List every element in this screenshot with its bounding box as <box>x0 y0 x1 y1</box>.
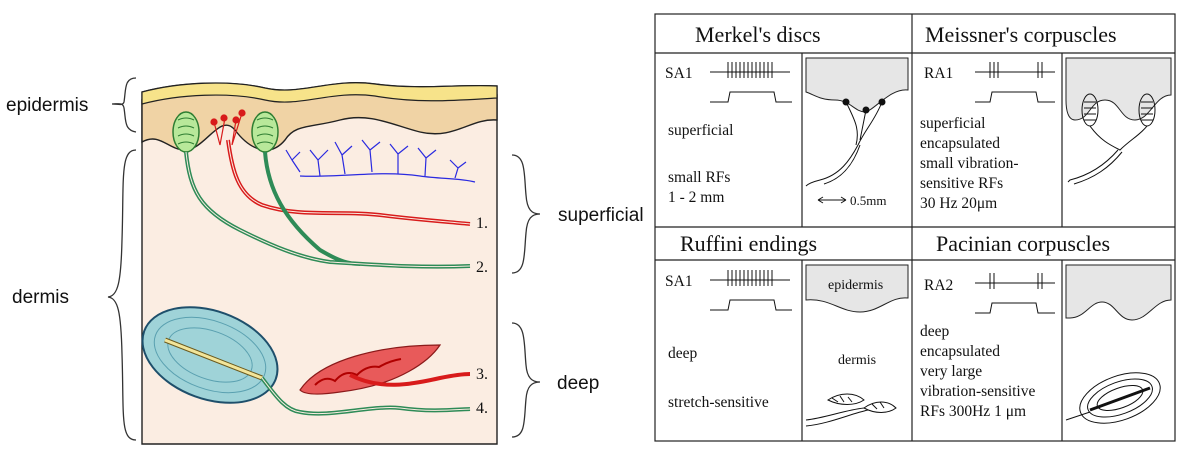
epidermis-label: epidermis <box>6 95 89 116</box>
pacinian-line: very large <box>920 363 983 380</box>
pacinian-line: RFs 300Hz 1 μm <box>920 403 1027 420</box>
response-traces <box>710 62 1055 314</box>
merkel-line: small RFs <box>668 169 731 186</box>
scale-label: 0.5mm <box>850 193 887 208</box>
layer-braces <box>107 77 541 441</box>
merkel-code: SA1 <box>665 65 693 82</box>
pacinian-line: deep <box>920 323 950 340</box>
pacinian-line: encapsulated <box>920 343 1001 360</box>
pacinian-title: Pacinian corpuscles <box>936 231 1111 256</box>
skin-cross-section <box>107 77 541 445</box>
merkel-line: 1 - 2 mm <box>668 189 725 206</box>
dermis-label: dermis <box>12 287 70 308</box>
ruffini-line: deep <box>668 345 698 362</box>
meissner-line: 30 Hz 20μm <box>920 195 998 212</box>
deep-label: deep <box>557 373 600 394</box>
free-nerve-endings <box>285 139 476 183</box>
fiber-3 <box>349 372 471 387</box>
merkel-sketch <box>805 98 886 204</box>
fiber-number-1: 1. <box>476 215 488 232</box>
skin-sketches <box>805 57 1172 321</box>
meissner-line: superficial <box>920 115 986 132</box>
merkel-line: superficial <box>668 122 734 139</box>
merkel-title: Merkel's discs <box>695 22 821 47</box>
sketch-dermis-label: dermis <box>838 353 877 368</box>
meissner-line: encapsulated <box>920 135 1001 152</box>
pacinian-code: RA2 <box>924 277 954 294</box>
merkel-endings <box>210 109 246 146</box>
ruffini-ending <box>299 344 442 395</box>
meissner-title: Meissner's corpuscles <box>925 22 1117 47</box>
meissner-line: small vibration- <box>920 155 1019 172</box>
stratum-corneum <box>141 82 498 105</box>
superficial-label: superficial <box>558 205 644 226</box>
meissner-line: sensitive RFs <box>920 175 1004 192</box>
pacinian-corpuscle <box>141 306 279 404</box>
meissner-code: RA1 <box>924 65 954 82</box>
ruffini-line: stretch-sensitive <box>668 394 769 411</box>
pacinian-line: vibration-sensitive <box>920 383 1036 400</box>
ruffini-code: SA1 <box>665 273 693 290</box>
fiber-number-2: 2. <box>476 259 488 276</box>
ruffini-sketch <box>805 393 897 427</box>
meissner-corpuscles <box>172 111 279 153</box>
pacinian-sketch <box>1065 372 1161 424</box>
sketch-epidermis-label: epidermis <box>828 278 884 293</box>
receptor-table <box>654 13 1176 442</box>
meissner-sketch <box>1067 93 1156 185</box>
fiber-number-3: 3. <box>476 366 488 383</box>
ruffini-title: Ruffini endings <box>680 231 818 256</box>
fiber-number-4: 4. <box>476 400 488 417</box>
